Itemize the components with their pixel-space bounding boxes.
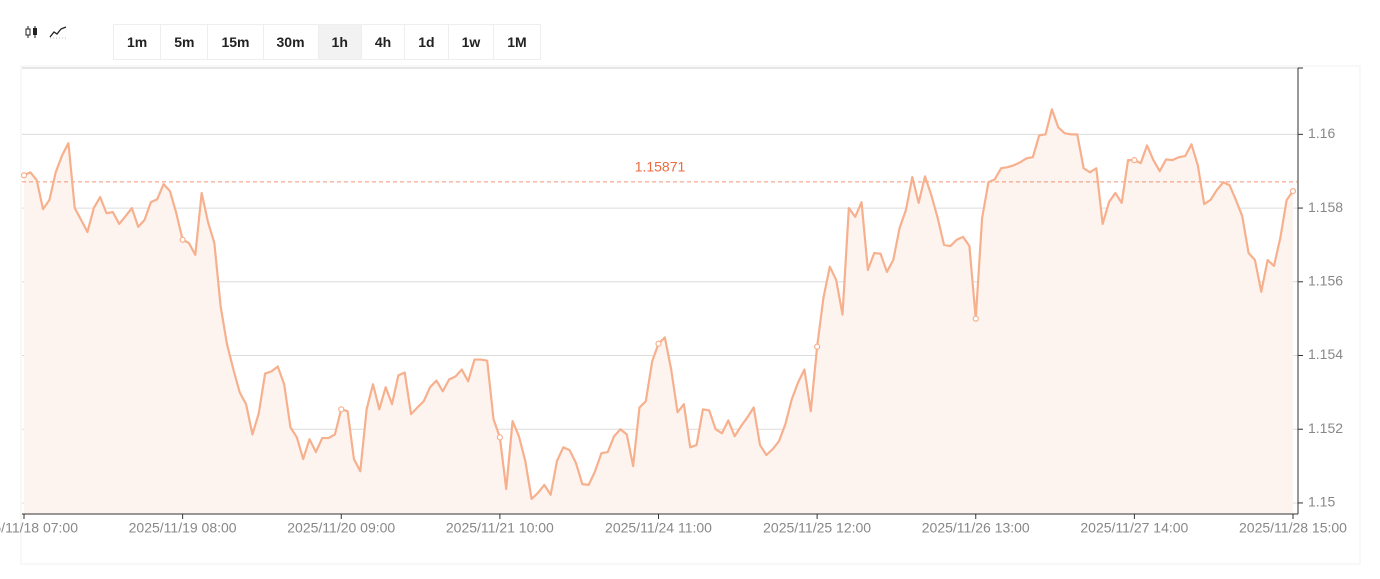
point-marker: [1131, 157, 1138, 164]
interval-button[interactable]: 5m: [161, 25, 209, 59]
point-marker: [1289, 188, 1297, 195]
interval-button[interactable]: 1w: [448, 25, 495, 59]
point-marker: [20, 172, 28, 179]
candlestick-glyph: [25, 26, 37, 38]
x-tick-label: 2025/11/21 10:00: [446, 520, 554, 536]
y-tick-label: 1.152: [1308, 420, 1343, 436]
x-tick-label: 2025/11/25 12:00: [763, 520, 871, 536]
point-marker: [179, 236, 186, 243]
interval-button[interactable]: 4h: [361, 25, 406, 59]
interval-button[interactable]: 1M: [494, 25, 540, 59]
x-tick-label: 2025/11/18 07:00: [0, 520, 78, 536]
line-icon[interactable]: [47, 22, 69, 42]
point-marker: [814, 343, 821, 350]
x-tick-label: 2025/11/28 15:00: [1239, 520, 1347, 536]
interval-button[interactable]: 30m: [263, 25, 319, 59]
x-tick-label: 2025/11/20 09:00: [287, 520, 395, 536]
x-tick-label: 2025/11/27 14:00: [1080, 520, 1188, 536]
reference-label: 1.15871: [635, 159, 686, 175]
point-marker: [338, 406, 345, 413]
interval-button[interactable]: 1d: [405, 25, 449, 59]
x-tick-label: 2025/11/24 11:00: [605, 520, 712, 536]
interval-toolbar: 1m 5m 15m 30m 1h 4h 1d 1w 1M: [113, 24, 541, 60]
point-marker: [655, 340, 662, 347]
y-tick-label: 1.158: [1308, 199, 1343, 215]
y-tick-label: 1.154: [1308, 346, 1343, 362]
y-tick-label: 1.156: [1308, 272, 1343, 288]
y-tick-label: 1.16: [1308, 125, 1335, 141]
chart-type-switch: [21, 22, 69, 42]
interval-button[interactable]: 15m: [208, 25, 264, 59]
point-marker: [496, 434, 503, 441]
interval-button[interactable]: 1m: [114, 25, 162, 59]
x-tick-label: 2025/11/19 08:00: [129, 520, 237, 536]
x-tick-label: 2025/11/26 13:00: [922, 520, 1030, 536]
interval-button[interactable]: 1h: [318, 25, 362, 59]
y-tick-label: 1.15: [1308, 494, 1335, 510]
point-marker: [972, 315, 979, 322]
line-glyph: [49, 26, 67, 39]
candlestick-icon[interactable]: [21, 22, 43, 42]
chart-frame: [20, 65, 1361, 565]
